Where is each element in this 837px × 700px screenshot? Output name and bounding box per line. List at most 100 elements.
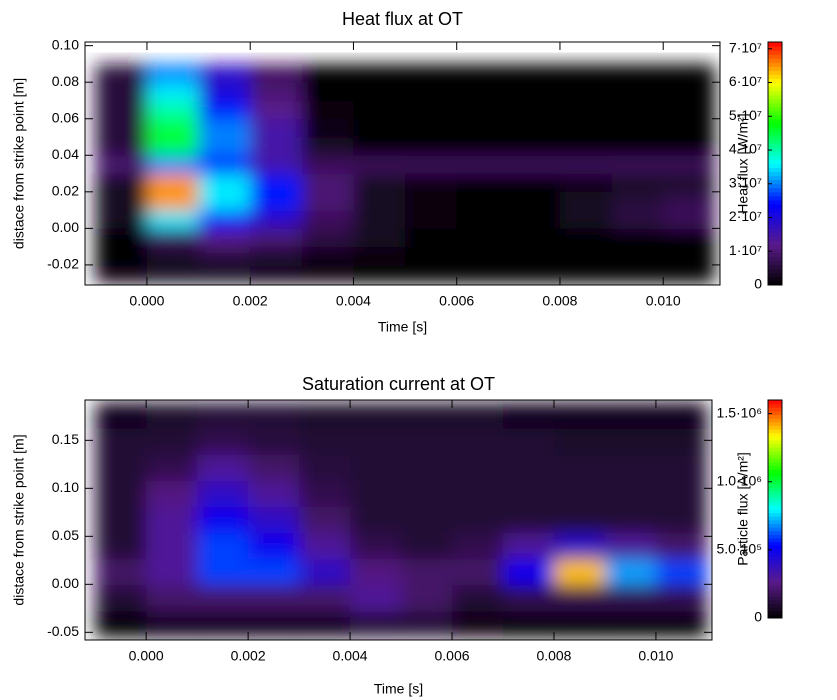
heat-cell bbox=[197, 611, 249, 638]
heat-cell bbox=[248, 402, 300, 429]
colorbar-swatch bbox=[768, 548, 782, 554]
colorbar-swatch bbox=[768, 159, 782, 164]
y-tick-label: -0.05 bbox=[47, 623, 79, 639]
heat-cell bbox=[508, 118, 561, 138]
heat-cell bbox=[452, 428, 504, 455]
heat-cell bbox=[503, 532, 555, 560]
colorbar-swatch bbox=[768, 58, 782, 63]
heat-cell bbox=[405, 191, 458, 211]
heat-cell bbox=[503, 584, 555, 612]
heat-cell bbox=[95, 428, 147, 455]
heat-cell bbox=[663, 264, 716, 284]
heat-cell bbox=[553, 506, 606, 534]
heat-cell bbox=[248, 558, 300, 586]
heat-cell bbox=[553, 611, 606, 638]
colorbar-swatch bbox=[768, 563, 782, 568]
colorbar-swatch bbox=[768, 516, 782, 521]
heat-cell bbox=[95, 210, 148, 229]
heat-cell bbox=[611, 118, 664, 138]
heat-cell bbox=[301, 264, 354, 284]
colorbar-swatch bbox=[768, 248, 782, 254]
heat-cell bbox=[301, 246, 354, 266]
colorbar-swatch bbox=[768, 607, 782, 612]
heat-cell bbox=[250, 82, 303, 101]
colorbar-swatch bbox=[768, 567, 782, 572]
colorbar-swatch bbox=[768, 530, 782, 535]
heat-cell bbox=[301, 155, 354, 175]
heat-cell bbox=[611, 155, 664, 175]
heat-cell bbox=[604, 428, 657, 455]
heat-cell bbox=[663, 246, 716, 266]
heat-cell bbox=[353, 100, 406, 120]
colorbar-tick-label: 1.0·10⁶ bbox=[717, 472, 762, 488]
colorbar-swatch bbox=[768, 476, 782, 481]
heat-cell bbox=[146, 137, 200, 156]
heat-cell bbox=[95, 454, 147, 481]
heat-cell bbox=[508, 191, 561, 211]
colorbar-swatch bbox=[768, 501, 782, 506]
heat-cell bbox=[508, 82, 561, 101]
y-tick-label: 0.02 bbox=[52, 183, 79, 199]
colorbar-swatch bbox=[768, 483, 782, 488]
heat-cell bbox=[248, 506, 300, 534]
heat-cell bbox=[299, 532, 351, 560]
x-tick-label: 0.002 bbox=[233, 293, 268, 309]
heat-cell bbox=[456, 246, 509, 266]
heat-cell bbox=[301, 173, 354, 193]
heat-cell bbox=[353, 118, 406, 138]
x-tick-label: 0.006 bbox=[435, 648, 470, 664]
colorbar-tick-label: 5.0·10⁵ bbox=[717, 541, 763, 557]
heat-cell bbox=[655, 428, 708, 455]
colorbar-label: Heat flux [W/m²] bbox=[735, 113, 751, 213]
colorbar-swatch bbox=[768, 414, 782, 419]
heat-cell bbox=[95, 584, 147, 612]
heat-cell bbox=[353, 137, 406, 156]
heat-cell bbox=[508, 173, 561, 193]
colorbar-swatch bbox=[768, 42, 782, 47]
colorbar-swatch bbox=[768, 171, 782, 177]
heat-cell bbox=[663, 228, 716, 248]
y-tick-label: 0.08 bbox=[52, 73, 79, 89]
colorbar-swatch bbox=[768, 599, 782, 604]
heat-cell bbox=[452, 558, 504, 586]
heat-cell bbox=[350, 611, 402, 638]
y-tick-label: 0.00 bbox=[52, 575, 79, 591]
heat-cell bbox=[146, 611, 198, 638]
heat-cell bbox=[405, 63, 458, 83]
heat-cell bbox=[604, 611, 657, 638]
colorbar-swatch bbox=[768, 559, 782, 564]
colorbar-swatch bbox=[768, 447, 782, 452]
x-tick-label: 0.000 bbox=[129, 293, 164, 309]
heat-cell bbox=[503, 558, 555, 586]
heat-cell bbox=[146, 210, 200, 229]
colorbar-swatch bbox=[768, 151, 782, 156]
colorbar-swatch bbox=[768, 54, 782, 59]
heat-cell bbox=[250, 246, 303, 266]
colorbar-swatch bbox=[768, 450, 782, 455]
heat-cell bbox=[198, 173, 251, 193]
heat-cell bbox=[95, 118, 148, 138]
heat-cell bbox=[95, 264, 148, 284]
colorbar-swatch bbox=[768, 163, 782, 169]
heat-cell bbox=[559, 137, 613, 156]
colorbar-swatch bbox=[768, 418, 782, 423]
heat-cell bbox=[250, 191, 303, 211]
colorbar-swatch bbox=[768, 574, 782, 579]
colorbar-swatch bbox=[768, 556, 782, 561]
heat-cell bbox=[559, 155, 613, 175]
colorbar-swatch bbox=[768, 131, 782, 136]
heat-cell bbox=[604, 558, 657, 586]
heat-cell bbox=[250, 210, 303, 229]
colorbar-swatch bbox=[768, 147, 782, 152]
colorbar-swatch bbox=[768, 512, 782, 517]
heat-cell bbox=[559, 228, 613, 248]
heat-cell bbox=[456, 137, 509, 156]
heat-cell bbox=[250, 155, 303, 175]
heat-cell bbox=[405, 100, 458, 120]
heat-cell bbox=[553, 532, 606, 560]
heat-cell bbox=[146, 82, 200, 101]
y-tick-label: 0.04 bbox=[52, 146, 79, 162]
colorbar-swatch bbox=[768, 425, 782, 430]
colorbar-swatch bbox=[768, 228, 782, 233]
heat-cell bbox=[456, 228, 509, 248]
